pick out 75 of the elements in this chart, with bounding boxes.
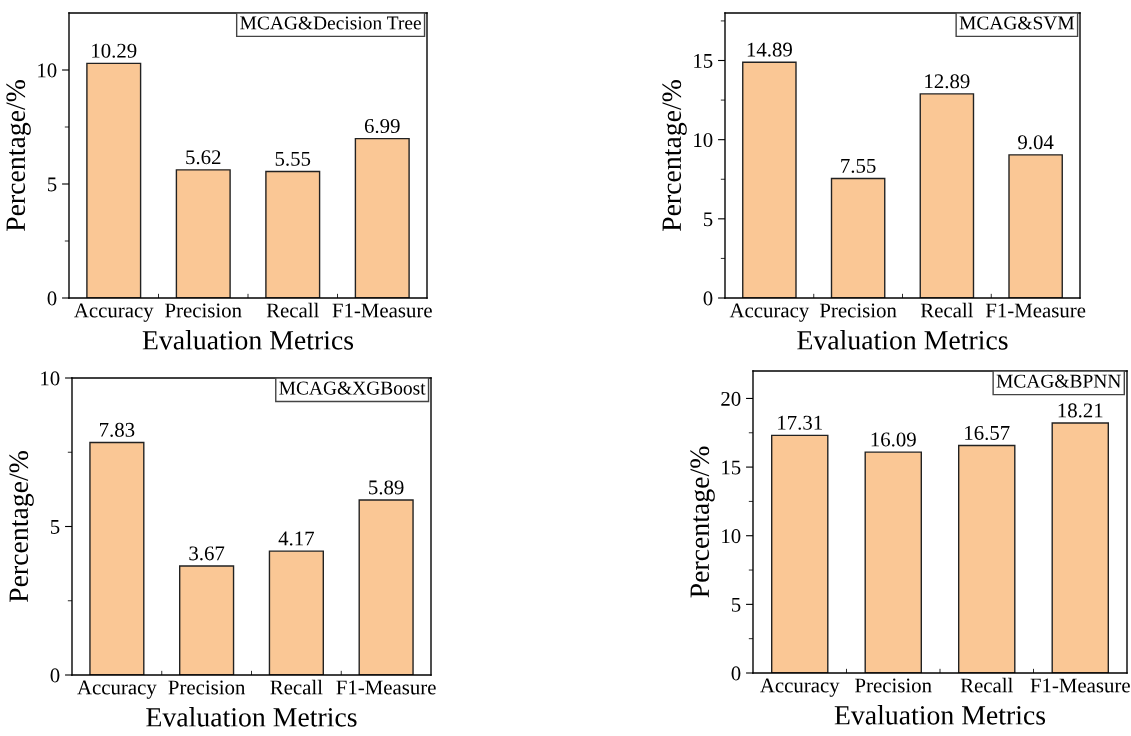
y-tick-label: 20 xyxy=(721,391,741,406)
x-tick-label: Recall xyxy=(270,679,323,695)
bar xyxy=(864,451,922,673)
data-label: 17.31 xyxy=(778,415,822,430)
x-tick-label: F1-Measure xyxy=(1030,678,1130,693)
y-axis-title: Percentage/% xyxy=(6,80,31,232)
x-axis-title: Evaluation Metrics xyxy=(146,707,357,727)
data-label: 5.62 xyxy=(186,150,221,165)
chart-title: MCAG&XGBoost xyxy=(279,381,426,395)
data-label: 16.57 xyxy=(965,425,1010,441)
y-tick-label: 10 xyxy=(694,133,713,148)
bar xyxy=(175,169,231,298)
y-tick-label: 0 xyxy=(731,666,741,681)
data-label: 6.99 xyxy=(364,119,400,134)
chart-title: MCAG&Decision Tree xyxy=(240,16,421,30)
y-tick-label: 10 xyxy=(722,529,741,544)
x-tick-label: Recall xyxy=(266,302,319,318)
x-tick-label: Recall xyxy=(920,302,974,318)
y-tick-label: 0 xyxy=(47,291,57,306)
data-label: 16.09 xyxy=(871,432,916,447)
x-axis-title: Evaluation Metrics xyxy=(797,330,1008,350)
x-tick-label: Accuracy xyxy=(77,680,157,699)
y-tick-label: 5 xyxy=(731,597,741,612)
x-tick-label: F1-Measure xyxy=(985,303,1086,318)
data-label: 5.55 xyxy=(275,151,311,166)
bar xyxy=(742,61,797,298)
y-tick-label: 0 xyxy=(50,668,60,683)
x-tick-label: Accuracy xyxy=(74,303,154,322)
bar xyxy=(89,441,145,675)
data-label: 4.17 xyxy=(278,531,315,546)
data-label: 9.04 xyxy=(1018,135,1054,150)
y-axis-title: Percentage/% xyxy=(662,80,687,232)
x-tick-label: Recall xyxy=(960,677,1013,693)
y-tick-label: 5 xyxy=(47,177,57,192)
x-tick-label: Accuracy xyxy=(760,678,840,697)
data-label: 5.89 xyxy=(369,480,404,495)
bar xyxy=(179,565,235,675)
y-axis-title: Percentage/% xyxy=(9,451,34,603)
x-tick-label: Accuracy xyxy=(729,303,810,322)
x-axis-title: Evaluation Metrics xyxy=(142,330,354,350)
data-label: 10.29 xyxy=(92,43,137,58)
bar xyxy=(268,550,324,675)
y-tick-label: 5 xyxy=(703,212,713,227)
data-label: 7.55 xyxy=(841,158,876,173)
x-tick-label: Precision xyxy=(855,678,932,693)
bar xyxy=(958,444,1016,673)
bar xyxy=(919,93,975,298)
y-tick-label: 15 xyxy=(694,53,713,68)
y-tick-label: 10 xyxy=(38,63,57,78)
x-tick-label: F1-Measure xyxy=(332,303,432,318)
y-tick-label: 5 xyxy=(50,520,60,534)
y-tick-label: 15 xyxy=(722,460,741,475)
x-axis-title: Evaluation Metrics xyxy=(834,705,1046,725)
bar xyxy=(265,170,321,298)
data-label: 18.21 xyxy=(1058,403,1103,418)
y-axis-title: Percentage/% xyxy=(690,446,715,598)
chart-title: MCAG&SVM xyxy=(959,16,1075,30)
bar xyxy=(1008,154,1063,298)
chart-title: MCAG&BPNN xyxy=(996,374,1121,388)
y-tick-label: 10 xyxy=(41,371,60,386)
bar xyxy=(86,62,142,298)
data-label: 7.83 xyxy=(100,422,135,437)
bar xyxy=(771,434,829,673)
x-tick-label: Precision xyxy=(168,680,246,695)
bar xyxy=(1051,422,1109,673)
bar xyxy=(358,499,414,675)
x-tick-label: F1-Measure xyxy=(336,680,436,695)
data-label: 3.67 xyxy=(189,546,225,561)
x-tick-label: Precision xyxy=(165,303,242,318)
y-tick-label: 0 xyxy=(703,291,713,306)
x-tick-label: Precision xyxy=(819,303,897,318)
data-label: 12.89 xyxy=(925,74,970,89)
data-label: 14.89 xyxy=(747,42,792,57)
bar xyxy=(354,137,410,298)
bar xyxy=(830,177,886,298)
